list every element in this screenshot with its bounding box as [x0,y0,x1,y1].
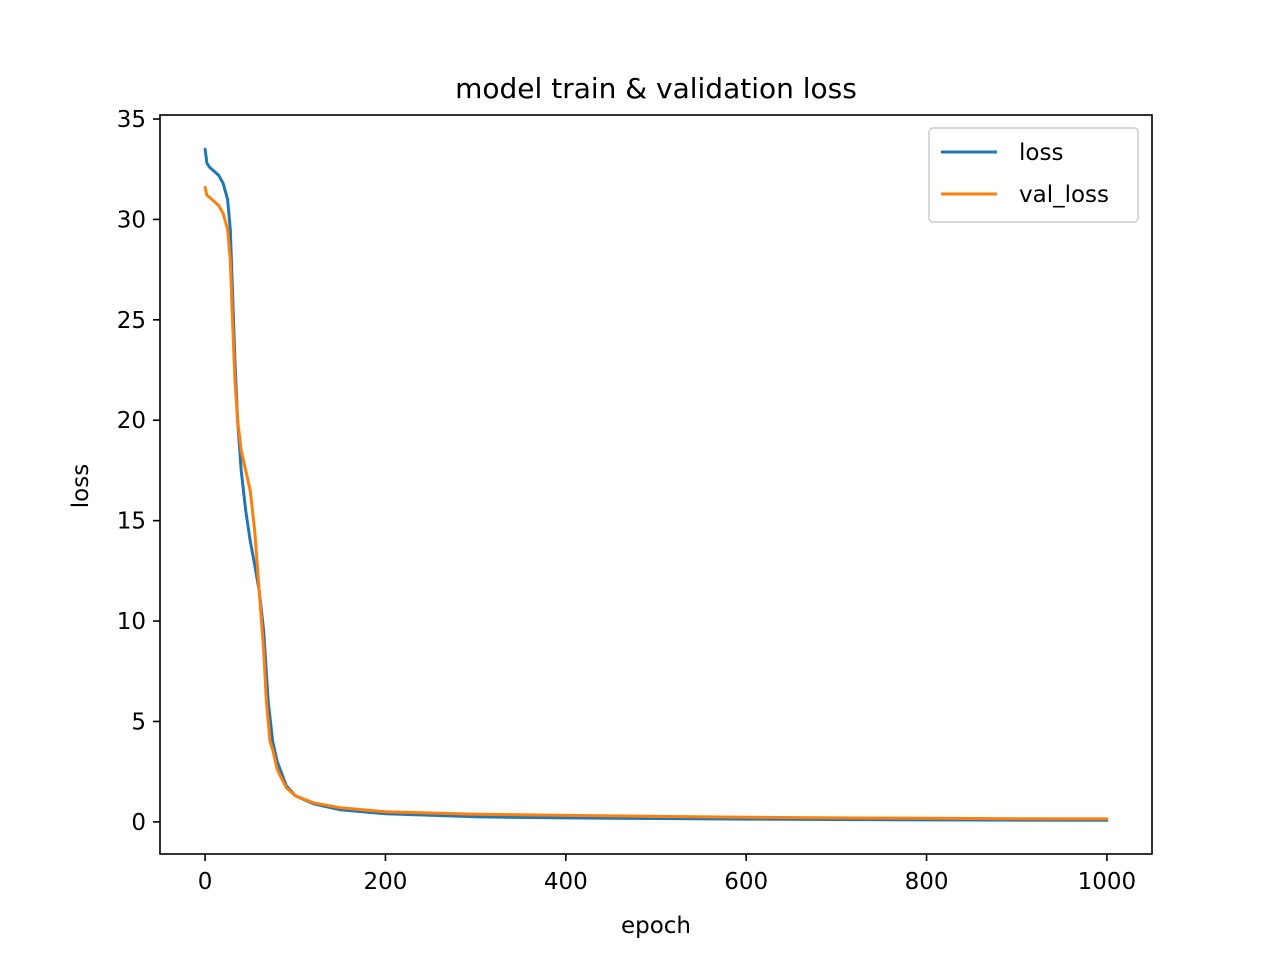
y-axis-label: loss [68,464,94,508]
y-tick-label: 5 [131,709,146,735]
x-tick-label: 0 [198,869,213,895]
y-tick-label: 10 [117,609,146,635]
x-tick-label: 200 [364,869,408,895]
chart-title: model train & validation loss [455,72,857,105]
x-tick-label: 600 [724,869,768,895]
y-tick-label: 20 [117,408,146,434]
axes-frame [159,114,1153,855]
legend-label-loss: loss [1019,140,1063,166]
series-lines [203,147,1109,822]
y-tick-label: 0 [131,810,146,836]
y-tick-label: 25 [117,308,146,334]
x-tick-label: 400 [544,869,588,895]
y-axis-ticks: 0 5 10 15 20 25 30 35 [117,107,160,836]
legend-label-val-loss: val_loss [1019,182,1109,208]
x-tick-label: 1000 [1078,869,1137,895]
y-tick-label: 30 [117,207,146,233]
x-tick-label: 800 [905,869,949,895]
series-line-val-loss [203,185,1109,821]
y-tick-label: 15 [117,509,146,535]
x-axis-ticks: 0 200 400 600 800 1000 [198,854,1136,895]
legend: loss val_loss [928,127,1139,223]
y-tick-label: 35 [117,107,146,133]
x-axis-label: epoch [621,913,691,939]
